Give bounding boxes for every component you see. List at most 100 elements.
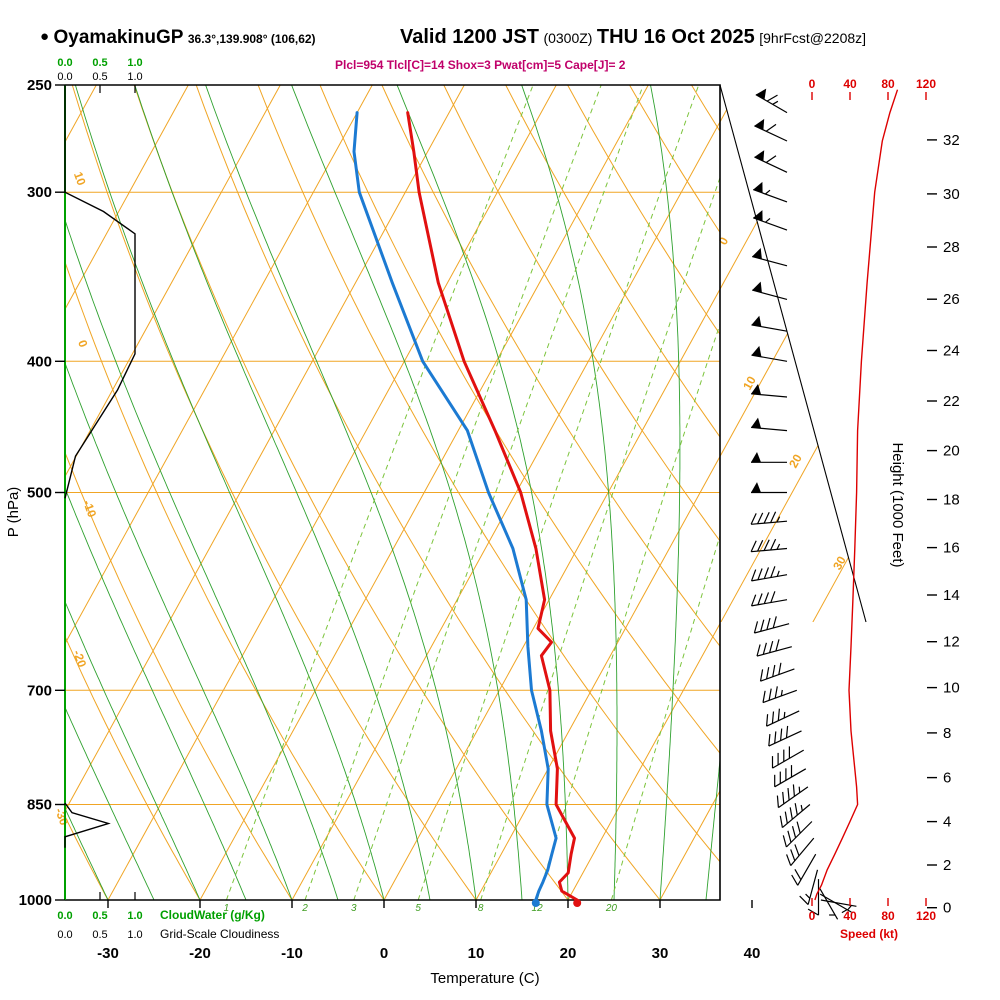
grid-line [751,324,788,332]
height-tick-label: 2 [943,857,951,874]
wind-barb [771,746,804,769]
barb-full [791,826,797,838]
station-header: ● OyamakinuGP 36.3°,139.908° (106,62) [40,27,316,49]
wind-barb [750,566,788,582]
barb-full [776,795,779,808]
grid-line [752,189,788,203]
speed-tick-label: 80 [881,909,895,923]
barb-full [750,540,757,552]
height-tick-label: 30 [943,186,960,203]
mixing-ratio-label: 12 [532,903,544,914]
temperature-tick-label: -20 [189,945,211,962]
dry-adiabat-line [195,85,661,900]
barb-full [771,711,775,724]
moist-adiabat-line [705,755,720,900]
temperature-tick-label: 40 [744,945,761,962]
mixing-ratio-line [610,534,720,900]
wind-barb [762,686,798,704]
barb-half [805,893,811,899]
barb-flag [751,315,762,327]
wind-barb [807,879,820,916]
wind-barb [776,784,809,809]
cloudiness-scale-bottom: 0.5 [92,929,107,941]
valid-time-header: Valid 1200 JST (0300Z) THU 16 Oct 2025 [… [400,26,866,49]
isotherm-line [107,85,557,900]
dry-adiabat-line [815,85,1000,900]
cloudiness-scale-bottom: 0.0 [57,929,72,941]
stability-indices: Plcl=954 Tlcl[C]=14 Shox=3 Pwat[cm]=5 Ca… [335,58,626,72]
moist-adiabat-line [74,85,385,900]
mixing-ratio-line [417,85,700,900]
isotherm-line [291,120,720,900]
barb-flag [753,210,763,222]
barb-full [792,784,795,797]
speed-tick-label: 40 [843,77,857,91]
grid-line [762,689,798,704]
moist-adiabat-line [650,85,681,900]
grid-line [772,749,804,769]
grid-line [751,547,788,553]
grid-line [785,821,813,848]
grid-line [819,887,839,920]
barb-full [775,639,780,652]
wind-barb [779,803,811,829]
cloudwater-axis-label: CloudWater (g/Kg) [160,908,265,922]
barb-full [762,690,766,703]
dry-adiabat-line [319,85,720,754]
cloudwater-scale-top: 0.0 [57,57,72,69]
grid-line [797,853,817,886]
barb-full [789,807,793,820]
pressure-tick-label: 300 [27,184,52,201]
mixing-ratio-line [304,85,602,900]
height-tick-label: 22 [943,393,960,410]
grid-line [751,354,788,362]
mixing-ratio-line [480,176,720,900]
temperature-tick-label: 0 [380,945,388,962]
barb-full [768,688,772,701]
temperature-tick-label: -30 [97,945,119,962]
barb-full [794,803,798,816]
skewt-grid [65,80,1000,900]
dry-adiabat-line [257,85,720,863]
barb-half [772,100,779,105]
barb-full [765,155,777,163]
wind-barb [751,345,788,362]
barb-full [757,568,763,581]
barb-flag [751,345,762,357]
height-tick-label: 0 [943,900,951,917]
dry-adiabat-line [133,85,569,900]
barb-flag [754,118,765,130]
barb-full [762,642,767,655]
cloudiness-scale-top: 0.0 [57,71,72,83]
speed-tick-label: 120 [916,909,936,923]
wind-barb [753,616,790,634]
barb-half [783,711,786,718]
pressure-tick-label: 250 [27,77,52,94]
moist-adiabat-line [752,80,853,900]
grid-line [807,869,819,905]
height-axis-label: Height (1000 Feet) [889,442,906,567]
moist-adiabat-line [65,218,339,900]
moist-adiabat-line [65,486,247,900]
grid-line [766,710,800,727]
barb-full [763,592,770,604]
temperature-surface-dot [573,899,582,907]
wind-barb [786,837,815,866]
isotherm-label: 30 [830,554,849,573]
barb-half [847,905,852,911]
barb-flag [751,417,762,429]
barb-flag [754,150,765,162]
mixing-ratio-label: 3 [351,903,357,914]
barb-full [763,539,770,551]
speed-tick-label: 0 [809,909,816,923]
barb-full [750,513,757,525]
wind-barb [754,150,788,173]
moist-adiabat-line [65,706,155,900]
grid-line [782,804,811,829]
barb-full [770,591,776,603]
barb-full [757,512,764,525]
barb-full [753,621,759,634]
wind-barb [799,869,819,906]
barb-full [763,512,770,524]
wind-barb [750,538,788,553]
